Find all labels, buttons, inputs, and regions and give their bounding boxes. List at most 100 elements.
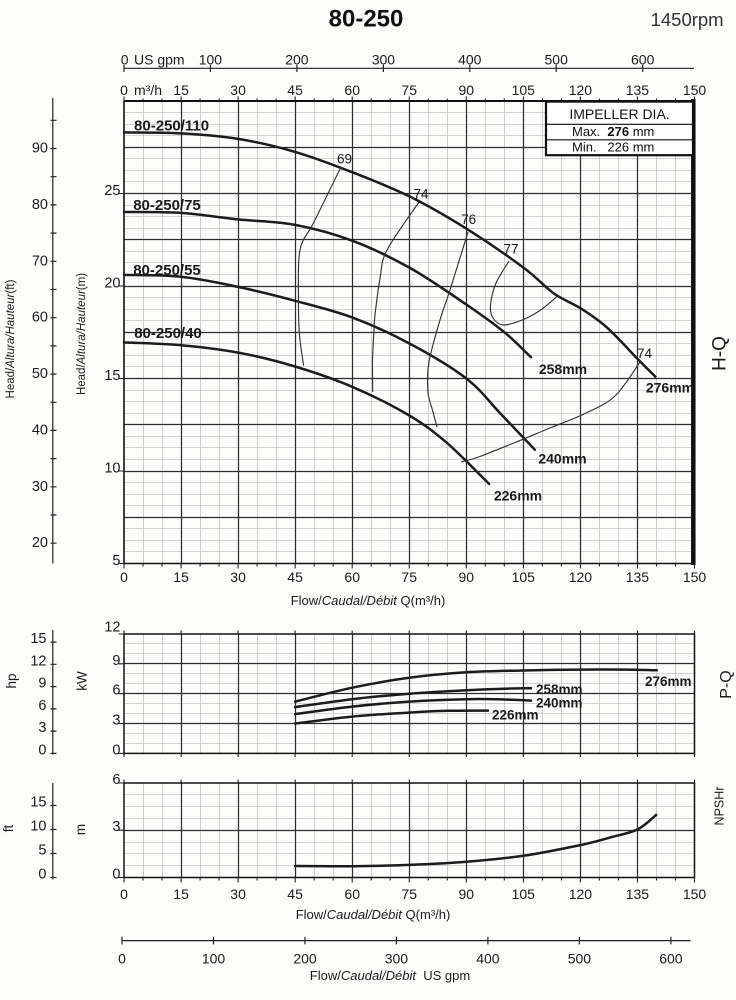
svg-text:10: 10	[30, 819, 46, 835]
svg-text:kW: kW	[75, 671, 90, 691]
svg-text:50: 50	[32, 366, 48, 382]
svg-text:500: 500	[568, 951, 592, 967]
svg-text:15: 15	[104, 368, 120, 384]
svg-text:135: 135	[626, 886, 650, 902]
svg-text:90: 90	[32, 141, 48, 157]
svg-text:Min. 226 mm: Min. 226 mm	[572, 139, 654, 154]
svg-text:276mm: 276mm	[645, 674, 692, 689]
svg-text:105: 105	[512, 886, 536, 902]
svg-text:Flow/Caudal/Débit Q(m³/h): Flow/Caudal/Débit Q(m³/h)	[296, 907, 451, 922]
svg-text:60: 60	[344, 569, 360, 585]
svg-text:80-250/55: 80-250/55	[133, 262, 201, 279]
svg-text:60: 60	[32, 310, 48, 326]
svg-text:69: 69	[337, 152, 352, 167]
svg-text:IMPELLER DIA.: IMPELLER DIA.	[569, 106, 669, 122]
svg-text:60: 60	[344, 886, 360, 902]
svg-text:15: 15	[173, 886, 189, 902]
svg-text:NPSHr: NPSHr	[712, 787, 726, 826]
svg-text:15: 15	[30, 631, 46, 647]
svg-text:m: m	[73, 824, 88, 835]
svg-text:Flow/Caudal/Débit US gpm: Flow/Caudal/Débit US gpm	[310, 968, 470, 983]
svg-text:ft: ft	[1, 825, 16, 833]
svg-text:75: 75	[401, 82, 417, 98]
svg-text:0: 0	[121, 52, 129, 68]
svg-text:105: 105	[512, 82, 536, 98]
svg-text:120: 120	[569, 82, 593, 98]
svg-text:80-250/40: 80-250/40	[134, 325, 202, 342]
svg-text:6: 6	[112, 683, 120, 699]
svg-text:90: 90	[459, 886, 475, 902]
svg-text:75: 75	[401, 886, 417, 902]
svg-text:77: 77	[503, 242, 518, 257]
svg-text:100: 100	[202, 951, 226, 967]
svg-text:0: 0	[120, 82, 128, 98]
svg-text:45: 45	[287, 82, 303, 98]
svg-text:80-250/75: 80-250/75	[133, 197, 201, 214]
svg-text:30: 30	[32, 479, 48, 495]
svg-text:5: 5	[112, 553, 120, 569]
svg-text:40: 40	[32, 422, 48, 438]
svg-text:226mm: 226mm	[494, 488, 542, 504]
svg-text:74: 74	[637, 346, 653, 361]
svg-text:30: 30	[230, 569, 246, 585]
svg-text:80-250: 80-250	[329, 6, 404, 33]
svg-text:45: 45	[287, 569, 303, 585]
svg-text:0: 0	[38, 742, 46, 758]
svg-text:0: 0	[112, 867, 120, 883]
svg-text:H-Q: H-Q	[710, 336, 731, 371]
svg-text:80-250/110: 80-250/110	[134, 118, 209, 135]
svg-text:400: 400	[476, 951, 500, 967]
svg-text:Flow/Caudal/Débit Q(m³/h): Flow/Caudal/Débit Q(m³/h)	[291, 593, 446, 608]
svg-text:9: 9	[112, 653, 120, 669]
svg-text:Max. 276 mm: Max. 276 mm	[572, 124, 654, 139]
svg-text:90: 90	[459, 82, 475, 98]
svg-text:300: 300	[372, 52, 396, 68]
svg-text:120: 120	[569, 886, 593, 902]
svg-text:0: 0	[38, 867, 46, 883]
svg-text:20: 20	[32, 535, 48, 551]
svg-text:74: 74	[413, 187, 429, 202]
svg-text:200: 200	[285, 52, 309, 68]
svg-text:150: 150	[683, 886, 707, 902]
svg-text:70: 70	[32, 253, 48, 269]
svg-text:120: 120	[569, 569, 593, 585]
svg-text:1450rpm: 1450rpm	[651, 9, 724, 30]
svg-text:90: 90	[459, 569, 475, 585]
svg-text:9: 9	[38, 676, 46, 692]
svg-text:400: 400	[458, 52, 482, 68]
svg-text:150: 150	[683, 82, 707, 98]
svg-text:226mm: 226mm	[492, 708, 539, 723]
svg-text:P-Q: P-Q	[718, 670, 735, 698]
svg-text:600: 600	[631, 52, 655, 68]
svg-text:300: 300	[385, 951, 409, 967]
svg-text:240mm: 240mm	[536, 696, 583, 711]
svg-text:600: 600	[659, 951, 683, 967]
svg-text:500: 500	[545, 52, 569, 68]
svg-text:15: 15	[173, 569, 189, 585]
svg-text:Head/Altura/Hauteur(m): Head/Altura/Hauteur(m)	[76, 273, 88, 395]
svg-text:0: 0	[118, 951, 126, 967]
svg-text:240mm: 240mm	[538, 451, 586, 467]
svg-text:258mm: 258mm	[536, 682, 583, 697]
svg-text:US gpm: US gpm	[134, 52, 185, 68]
svg-text:45: 45	[287, 886, 303, 902]
svg-text:135: 135	[626, 82, 650, 98]
svg-text:25: 25	[104, 183, 120, 199]
svg-text:12: 12	[104, 620, 120, 636]
svg-text:75: 75	[401, 569, 417, 585]
svg-text:30: 30	[230, 82, 246, 98]
svg-text:Head/Altura/Hauteur(ft): Head/Altura/Hauteur(ft)	[5, 279, 17, 398]
svg-text:0: 0	[120, 886, 128, 902]
svg-text:200: 200	[293, 951, 317, 967]
svg-text:150: 150	[683, 569, 707, 585]
svg-text:76: 76	[461, 212, 476, 227]
svg-text:15: 15	[173, 82, 189, 98]
svg-text:3: 3	[38, 720, 46, 736]
svg-text:12: 12	[30, 653, 46, 669]
svg-text:15: 15	[30, 795, 46, 811]
svg-text:10: 10	[104, 461, 120, 477]
svg-text:60: 60	[344, 82, 360, 98]
svg-text:5: 5	[38, 843, 46, 859]
svg-text:6: 6	[38, 698, 46, 714]
svg-text:30: 30	[230, 886, 246, 902]
